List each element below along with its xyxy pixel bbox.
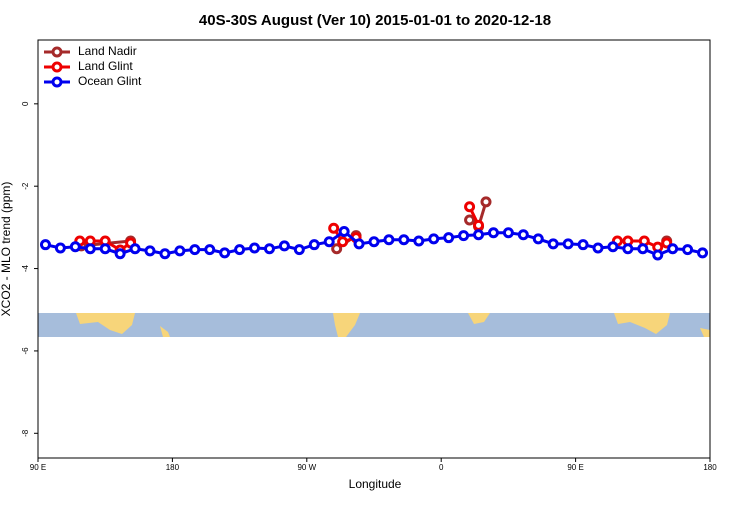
data-point: [622, 243, 634, 255]
data-point: [174, 245, 186, 257]
land: [333, 313, 360, 337]
data-point: [592, 242, 604, 254]
land: [76, 313, 135, 334]
y-tick-label: -2: [21, 182, 30, 190]
data-point: [189, 244, 201, 256]
data-point: [682, 244, 694, 256]
data-point: [219, 247, 231, 259]
data-point: [204, 244, 216, 256]
data-point: [331, 243, 343, 255]
y-tick-label: 0: [21, 101, 30, 106]
legend-marker: [51, 46, 63, 58]
data-point: [353, 238, 365, 250]
data-point: [464, 201, 476, 213]
legend-label: Land Nadir: [78, 44, 137, 58]
data-point: [99, 243, 111, 255]
data-point: [129, 243, 141, 255]
legend-marker: [51, 76, 63, 88]
x-axis-label: Longitude: [349, 477, 402, 491]
data-point: [234, 244, 246, 256]
data-point: [54, 242, 66, 254]
data-point: [464, 214, 476, 226]
data-point: [473, 229, 485, 241]
data-point: [114, 248, 126, 260]
chart-title: 40S-30S August (Ver 10) 2015-01-01 to 20…: [199, 12, 551, 29]
data-point: [413, 235, 425, 247]
data-point: [473, 219, 485, 231]
data-point: [337, 236, 349, 248]
legend-label: Land Glint: [78, 59, 133, 73]
data-point: [323, 236, 335, 248]
data-point: [517, 229, 529, 241]
data-point: [84, 243, 96, 255]
x-tick-label: 90 W: [297, 463, 316, 472]
data-point: [667, 243, 679, 255]
data-point: [547, 238, 559, 250]
data-point: [144, 245, 156, 257]
data-point: [532, 233, 544, 245]
land: [700, 328, 710, 337]
y-tick-label: -8: [21, 429, 30, 437]
data-point: [39, 239, 51, 251]
data-point: [383, 234, 395, 246]
data-point: [652, 249, 664, 261]
x-tick-label: 180: [166, 463, 180, 472]
y-tick-label: -4: [21, 264, 30, 272]
data-point: [637, 243, 649, 255]
data-point: [308, 239, 320, 251]
data-point: [562, 238, 574, 250]
land: [160, 326, 170, 337]
legend-label: Ocean Glint: [78, 74, 142, 88]
data-point: [577, 239, 589, 251]
data-point: [159, 248, 171, 260]
data-point: [368, 236, 380, 248]
y-axis-label: XCO2 - MLO trend (ppm): [0, 182, 13, 317]
x-tick-label: 90 E: [567, 463, 583, 472]
data-point: [487, 227, 499, 239]
data-point: [263, 243, 275, 255]
data-point: [607, 241, 619, 253]
data-point: [328, 222, 340, 234]
data-point: [502, 227, 514, 239]
data-point: [338, 225, 350, 237]
data-point: [480, 196, 492, 208]
legend-marker: [51, 61, 63, 73]
ocean-band: [38, 313, 710, 337]
data-point: [249, 242, 261, 254]
x-tick-label: 90 E: [30, 463, 46, 472]
land: [468, 313, 490, 324]
land: [614, 313, 670, 334]
x-tick-label: 180: [703, 463, 717, 472]
x-tick-label: 0: [439, 463, 444, 472]
y-tick-label: -6: [21, 347, 30, 355]
plot-frame: [37, 39, 711, 459]
data-point: [443, 232, 455, 244]
data-point: [293, 244, 305, 256]
map-strip: [38, 313, 710, 337]
data-point: [458, 230, 470, 242]
data-point: [398, 234, 410, 246]
data-point: [428, 233, 440, 245]
data-point: [69, 241, 81, 253]
data-point: [278, 240, 290, 252]
data-point: [697, 247, 709, 259]
